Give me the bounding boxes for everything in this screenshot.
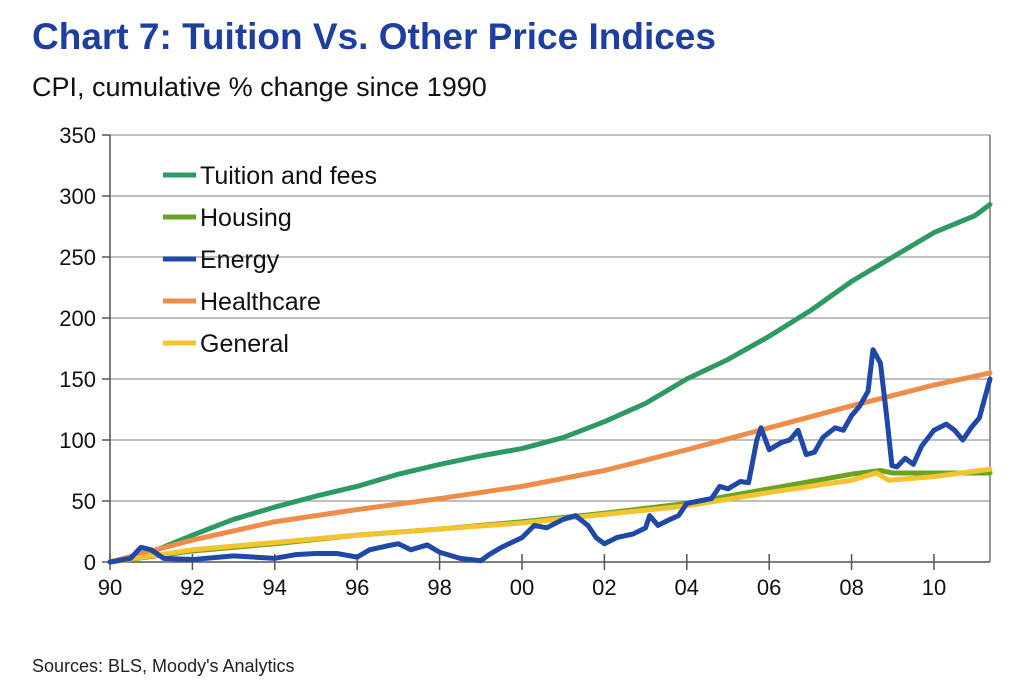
legend-label: Tuition and fees bbox=[200, 162, 377, 190]
x-tick-label: 10 bbox=[922, 575, 946, 600]
x-tick-label: 02 bbox=[592, 575, 616, 600]
series-line-energy bbox=[107, 347, 993, 565]
y-tick-label: 150 bbox=[59, 367, 96, 392]
legend-label: Healthcare bbox=[200, 288, 321, 316]
y-tick-label: 300 bbox=[59, 184, 96, 209]
series-line-healthcare bbox=[107, 370, 993, 565]
y-tick-label: 250 bbox=[59, 245, 96, 270]
y-tick-label: 350 bbox=[59, 123, 96, 148]
x-tick-label: 06 bbox=[757, 575, 781, 600]
y-tick-label: 100 bbox=[59, 428, 96, 453]
x-tick-label: 94 bbox=[263, 575, 287, 600]
chart-title: Chart 7: Tuition Vs. Other Price Indices bbox=[32, 16, 716, 57]
y-tick-label: 0 bbox=[84, 550, 96, 575]
series-line-tuition-and-fees bbox=[107, 202, 993, 565]
x-tick-label: 90 bbox=[98, 575, 122, 600]
legend-label: Energy bbox=[200, 246, 280, 274]
legend-label: Housing bbox=[200, 204, 292, 232]
x-tick-label: 04 bbox=[675, 575, 699, 600]
x-tick-label: 96 bbox=[345, 575, 369, 600]
x-tick-label: 98 bbox=[427, 575, 451, 600]
x-tick-label: 92 bbox=[180, 575, 204, 600]
x-tick-label: 08 bbox=[839, 575, 863, 600]
y-tick-label: 200 bbox=[59, 306, 96, 331]
chart-subtitle: CPI, cumulative % change since 1990 bbox=[32, 72, 487, 102]
legend-label: General bbox=[200, 330, 289, 358]
chart-source: Sources: BLS, Moody's Analytics bbox=[32, 656, 295, 676]
y-tick-label: 50 bbox=[72, 489, 96, 514]
series-line-general bbox=[107, 466, 993, 565]
x-tick-label: 00 bbox=[510, 575, 534, 600]
